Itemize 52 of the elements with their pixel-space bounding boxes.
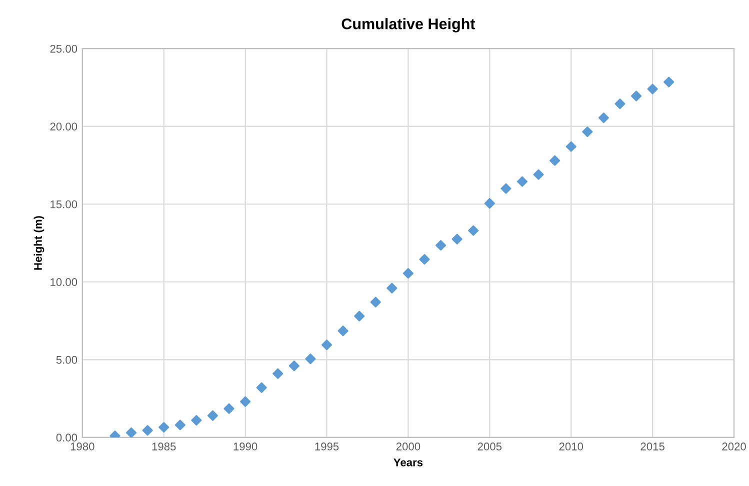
point	[664, 76, 674, 88]
y-tick-label: 25.00	[50, 44, 78, 53]
y-tick-label: 15.00	[50, 200, 78, 208]
y-tick-label: 20.00	[50, 122, 78, 130]
x-tick-label: 2005	[478, 442, 502, 450]
point	[468, 225, 479, 236]
point	[305, 354, 316, 364]
point	[338, 326, 348, 336]
point	[126, 427, 137, 438]
point	[158, 422, 170, 433]
y-tick-label: 0.00	[56, 434, 78, 442]
point	[224, 403, 234, 414]
point	[452, 234, 462, 244]
point	[321, 340, 332, 350]
y-tick-label: 10.00	[50, 278, 78, 286]
point	[516, 176, 528, 187]
y-axis-title: Height (m)	[34, 216, 44, 270]
x-tick-label: 1990	[234, 442, 258, 450]
x-tick-label: 2020	[722, 442, 746, 450]
point	[550, 155, 560, 166]
point	[288, 360, 300, 372]
x-tick-label: 2000	[396, 442, 420, 450]
y-tick-label: 5.00	[56, 356, 78, 364]
x-tick-label: 2010	[559, 442, 584, 450]
chart-title: Cumulative Height	[342, 18, 476, 32]
point	[240, 396, 251, 407]
point	[647, 84, 658, 94]
point	[500, 183, 512, 194]
x-tick-label: 2015	[640, 442, 664, 450]
point	[630, 90, 642, 102]
point	[435, 240, 446, 251]
point	[191, 414, 202, 426]
point	[402, 268, 414, 279]
point	[174, 420, 186, 430]
point	[419, 254, 430, 265]
point	[582, 126, 593, 138]
x-tick-label: 1985	[152, 442, 176, 450]
point	[484, 198, 495, 209]
point	[207, 410, 218, 421]
point	[566, 141, 576, 152]
point	[272, 368, 284, 379]
x-tick-label: 1980	[70, 442, 94, 450]
x-axis-title: Years	[394, 458, 423, 466]
point	[370, 296, 381, 308]
point	[598, 112, 609, 124]
point	[354, 310, 365, 322]
point	[256, 382, 267, 393]
point	[614, 98, 626, 110]
point	[142, 425, 153, 436]
point	[386, 282, 398, 294]
point	[533, 169, 544, 180]
x-tick-label: 1995	[315, 442, 339, 450]
